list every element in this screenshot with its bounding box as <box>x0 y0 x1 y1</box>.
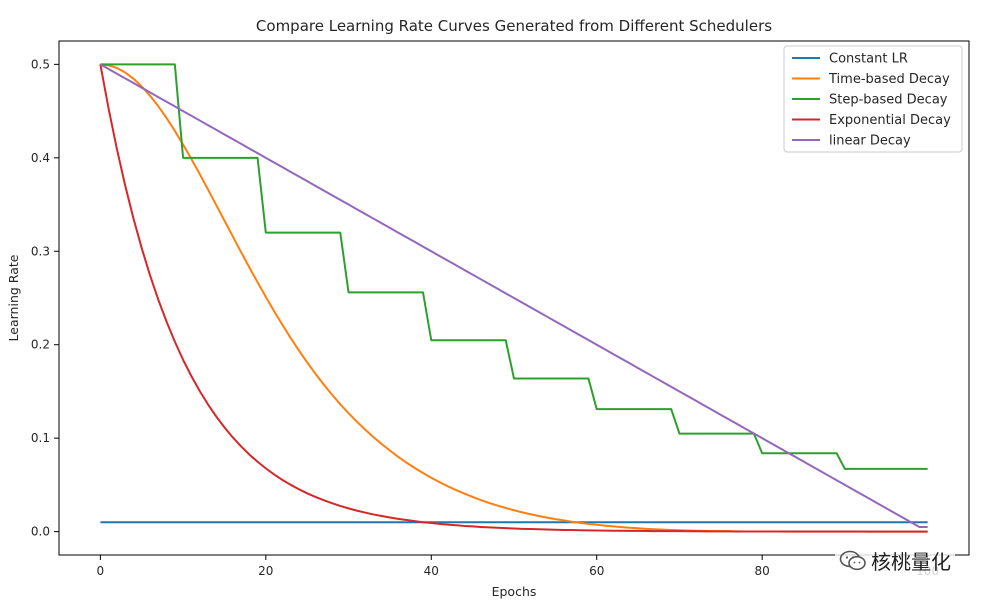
y-axis: 0.0 0.1 0.2 0.3 0.4 0.5 <box>31 57 59 539</box>
y-tick-label: 0.2 <box>31 338 50 352</box>
legend: Constant LR Time-based Decay Step-based De… <box>783 45 963 153</box>
legend-label: Step-based Decay <box>829 93 948 108</box>
watermark: 核桃量化 <box>835 544 955 577</box>
series-layer <box>99 63 928 533</box>
wechat-icon <box>839 550 866 570</box>
series-line-4 <box>99 64 928 533</box>
y-axis-label: Learning Rate <box>6 254 21 341</box>
x-tick-label: 60 <box>589 564 604 578</box>
plot-frame <box>58 40 970 556</box>
legend-label: linear Decay <box>829 134 911 149</box>
y-tick-label: 0.4 <box>31 151 50 165</box>
x-tick-label: 40 <box>424 564 439 578</box>
chart-title: Compare Learning Rate Curves Generated f… <box>256 17 772 35</box>
y-tick-label: 0.5 <box>31 57 50 71</box>
y-tick-label: 0.0 <box>31 525 50 539</box>
legend-label: Constant LR <box>829 52 908 67</box>
y-tick-label: 0.3 <box>31 244 50 258</box>
x-axis-label: Epochs <box>492 584 537 599</box>
legend-label: Exponential Decay <box>829 113 951 128</box>
y-tick-label: 0.1 <box>31 431 50 445</box>
legend-label: Time-based Decay <box>828 72 950 87</box>
legend-box <box>783 45 963 153</box>
series-line-5 <box>99 63 928 528</box>
watermark-text: 核桃量化 <box>871 550 951 574</box>
x-tick-label: 80 <box>755 564 770 578</box>
x-tick-label: 0 <box>97 564 105 578</box>
x-tick-label: 20 <box>258 564 273 578</box>
